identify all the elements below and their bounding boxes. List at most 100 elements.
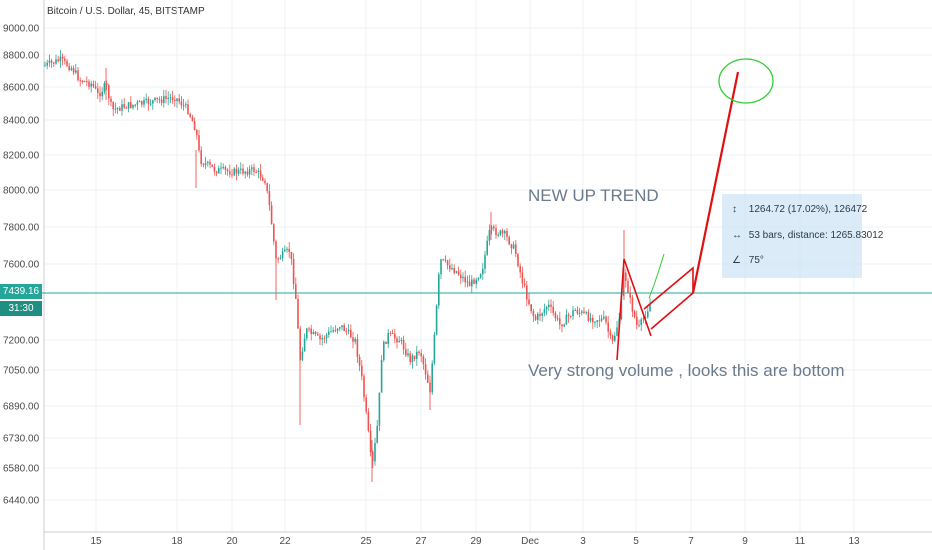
candle-body [46,62,48,66]
green-wick-drawing[interactable] [648,253,665,299]
candle-body [587,312,590,321]
candle-body [341,325,343,328]
candle-body [273,224,275,242]
candle-body [372,452,374,462]
candle-body [233,168,235,176]
candle-body [290,251,293,260]
candle-body [215,171,218,174]
candle-body [44,65,46,67]
candles [44,50,651,482]
candle-body [226,169,229,172]
x-tick-label: 11 [795,536,806,547]
candle-body [323,338,326,340]
candle-body [284,249,286,252]
candle-body [81,80,84,83]
candle-body [552,306,554,313]
candle-body [255,172,257,174]
candle-body [374,442,376,462]
candle-body [539,313,541,316]
candle-body [504,230,506,234]
triangle-drawing[interactable] [616,258,652,361]
candle-body [171,97,174,100]
candle-body [497,234,499,236]
candle-body [402,339,405,350]
candle-body [229,171,231,175]
candle-body [515,244,517,255]
candle-body [259,170,262,178]
candle-body [266,183,268,192]
candle-body [603,316,605,319]
candle-body [204,163,207,165]
candle-body [242,168,244,174]
candle-body [424,364,427,375]
candle-body [79,80,81,82]
measure-angle: 75° [748,255,764,266]
candle-body [165,96,167,99]
candle-body [534,316,537,320]
candle-body [512,244,515,249]
price-range-icon: ↕ [732,204,737,215]
candle-body [391,332,394,334]
candle-body [455,271,458,273]
candle-body [277,258,279,260]
candle-body [112,101,114,110]
flag-drawing[interactable] [643,266,694,330]
candle-body [48,60,51,63]
candle-body [499,230,502,235]
candle-body [94,86,97,89]
candle-body [321,338,323,340]
candle-body [209,161,211,165]
candle-body [611,335,614,341]
candle-body [431,363,433,393]
drawings[interactable] [616,58,774,361]
candle-body [541,313,543,316]
candle-body [185,104,187,106]
candle-body [380,359,383,393]
candle-body [559,318,561,325]
y-tick-label: 8000.00 [3,186,40,197]
candle-body [244,171,246,174]
candle-body [394,333,396,339]
candle-body [598,320,601,322]
x-tick-label: 9 [742,536,748,547]
y-tick-label: 8200.00 [3,151,40,162]
candle-body [312,332,315,334]
grid [44,0,932,532]
candle-body [570,316,572,318]
candle-body [130,102,132,108]
candle-body [59,56,62,62]
candle-body [127,102,130,109]
x-tick-label: 25 [360,536,372,547]
candle-body [160,99,163,103]
candle-body [191,116,194,122]
candle-body [88,81,90,87]
candle-body [345,330,348,332]
candle-body [411,355,414,363]
candle-body [556,318,559,320]
candle-body [644,317,647,319]
candle-body [332,330,334,332]
current-price-tag: 7439.16 [0,284,42,299]
candle-body [141,101,143,105]
candle-body [576,310,579,314]
candle-body [466,281,469,283]
candle-body [103,83,106,92]
target-circle[interactable] [718,58,774,104]
candle-body [495,228,497,236]
measure-line[interactable] [691,71,740,294]
candle-body [574,310,576,312]
candle-body [156,97,158,99]
candle-body [609,331,612,336]
candle-body [246,171,249,175]
candle-body [187,104,189,114]
candle-body [235,168,238,174]
candle-body [119,108,121,111]
candle-body [336,328,339,331]
x-tick-label: 29 [470,536,482,547]
candle-body [457,271,460,275]
candle-body [387,332,389,344]
candle-body [519,266,521,273]
candle-body [343,325,345,331]
candle-body [451,268,453,270]
